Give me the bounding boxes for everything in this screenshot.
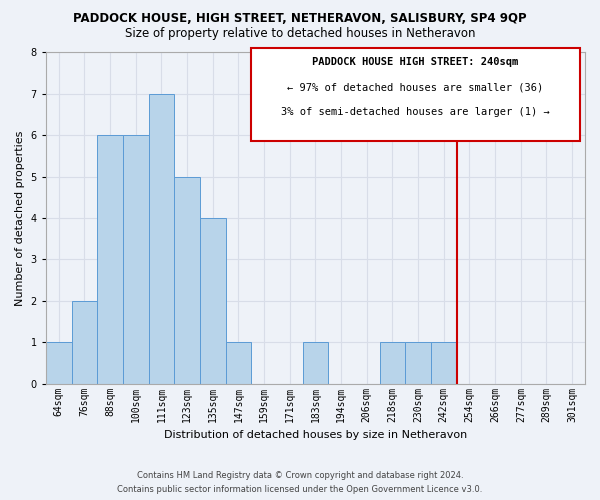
Text: PADDOCK HOUSE, HIGH STREET, NETHERAVON, SALISBURY, SP4 9QP: PADDOCK HOUSE, HIGH STREET, NETHERAVON, …	[73, 12, 527, 26]
Bar	[174, 176, 200, 384]
FancyBboxPatch shape	[251, 48, 580, 142]
Bar	[200, 218, 226, 384]
Text: Contains HM Land Registry data © Crown copyright and database right 2024.
Contai: Contains HM Land Registry data © Crown c…	[118, 472, 482, 494]
Y-axis label: Number of detached properties: Number of detached properties	[15, 130, 25, 306]
Bar	[46, 342, 71, 384]
Bar	[71, 301, 97, 384]
Bar	[97, 135, 123, 384]
Bar	[380, 342, 405, 384]
Bar	[405, 342, 431, 384]
Text: PADDOCK HOUSE HIGH STREET: 240sqm: PADDOCK HOUSE HIGH STREET: 240sqm	[313, 58, 518, 68]
Bar	[149, 94, 174, 384]
Bar	[302, 342, 328, 384]
Text: ← 97% of detached houses are smaller (36): ← 97% of detached houses are smaller (36…	[287, 82, 544, 92]
Text: Size of property relative to detached houses in Netheravon: Size of property relative to detached ho…	[125, 28, 475, 40]
Bar	[226, 342, 251, 384]
Bar	[431, 342, 457, 384]
X-axis label: Distribution of detached houses by size in Netheravon: Distribution of detached houses by size …	[164, 430, 467, 440]
Text: 3% of semi-detached houses are larger (1) →: 3% of semi-detached houses are larger (1…	[281, 107, 550, 117]
Bar	[123, 135, 149, 384]
